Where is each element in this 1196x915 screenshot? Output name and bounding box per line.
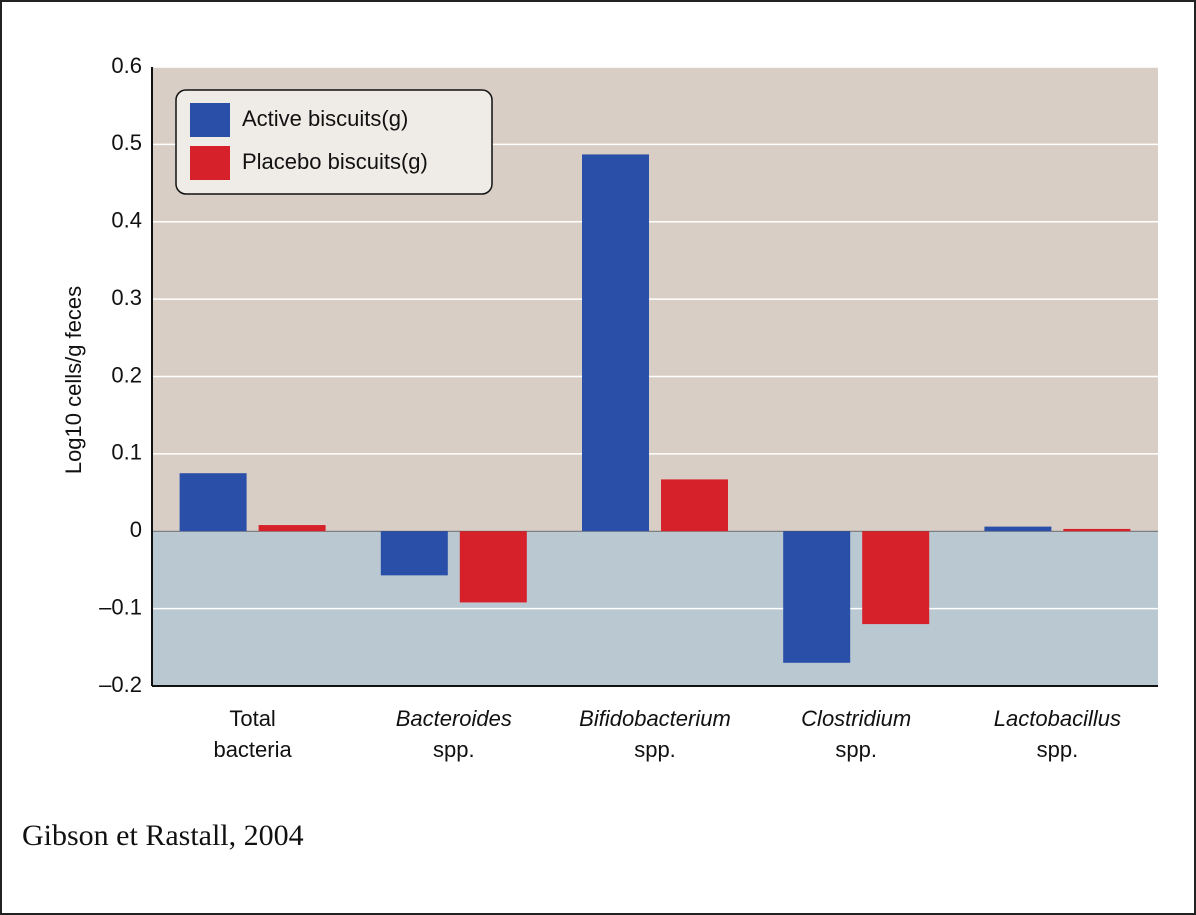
bar [258, 525, 326, 532]
y-tick-label: 0.2 [111, 362, 142, 387]
x-tick-label: spp. [634, 737, 676, 762]
x-tick-label: spp. [1037, 737, 1079, 762]
y-tick-label: –0.1 [99, 594, 142, 619]
x-tick-label: bacteria [213, 737, 292, 762]
y-tick-label: 0 [130, 517, 142, 542]
x-tick-label: Bifidobacterium [579, 706, 731, 731]
bar [582, 154, 649, 532]
y-tick-label: 0.5 [111, 130, 142, 155]
x-tick-label: Total [229, 706, 275, 731]
y-tick-label: 0.1 [111, 440, 142, 465]
legend-swatch [190, 146, 230, 180]
bar [179, 473, 247, 532]
y-tick-label: 0.6 [111, 53, 142, 78]
bar [984, 526, 1052, 532]
y-axis-label: Log10 cells/g feces [61, 286, 86, 474]
y-tick-label: 0.3 [111, 285, 142, 310]
x-tick-label: spp. [835, 737, 877, 762]
x-tick-label: Lactobacillus [994, 706, 1121, 731]
x-tick-label: Bacteroides [396, 706, 512, 731]
bar [459, 531, 527, 603]
bar [1063, 528, 1131, 532]
bar [661, 479, 728, 532]
bar [380, 531, 448, 576]
bar [862, 531, 930, 625]
legend-swatch [190, 103, 230, 137]
x-tick-label: Clostridium [801, 706, 911, 731]
y-tick-label: 0.4 [111, 208, 142, 233]
source: Gibson et Rastall, 2004 [22, 819, 304, 852]
bar [783, 531, 851, 663]
y-tick-label: –0.2 [99, 672, 142, 697]
legend-label: Placebo biscuits(g) [242, 149, 428, 174]
legend-label: Active biscuits(g) [242, 106, 408, 131]
x-tick-label: spp. [433, 737, 475, 762]
legend-box [175, 89, 493, 195]
